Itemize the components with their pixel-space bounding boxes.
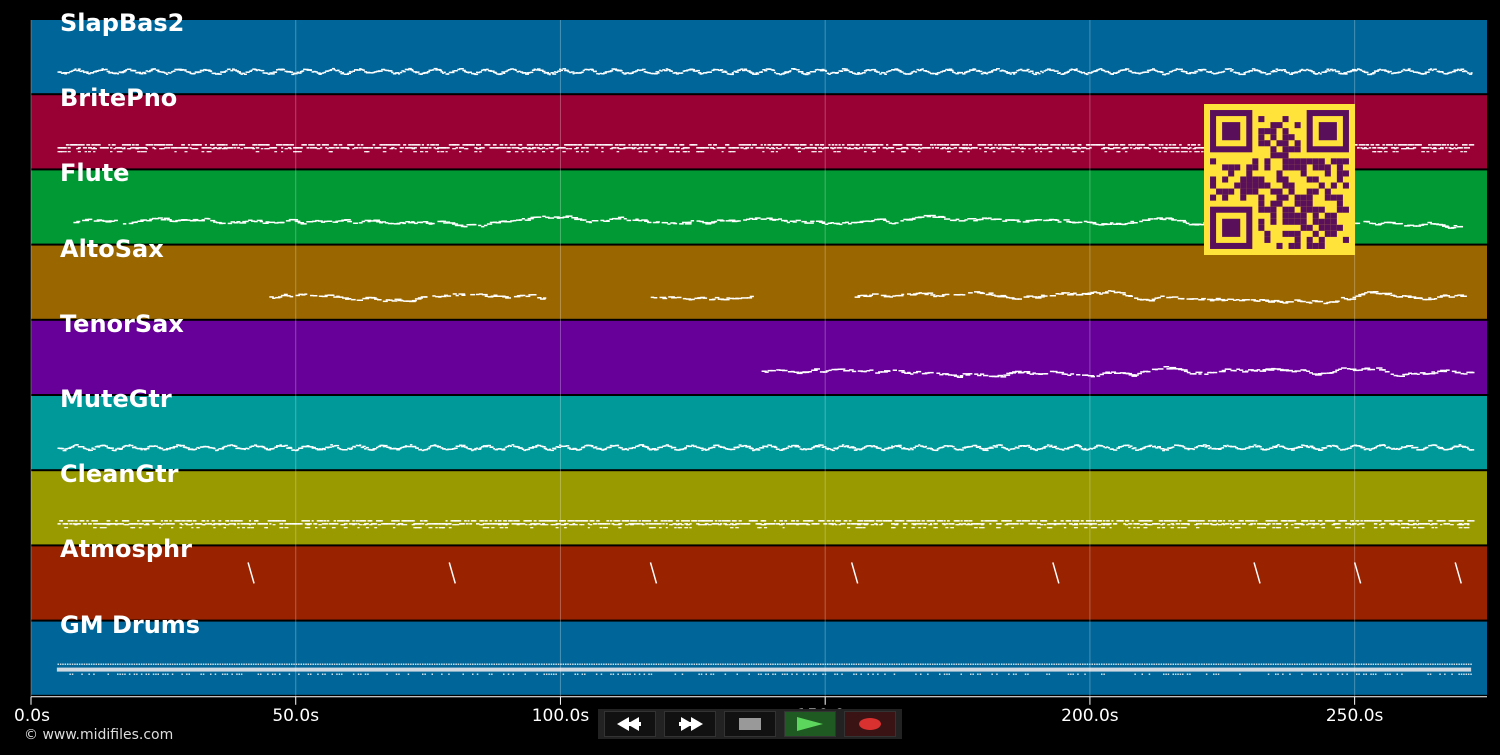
time-tick-label: 50.0s (272, 706, 320, 726)
track-notes (269, 290, 1467, 305)
qr-code (1204, 104, 1355, 255)
track-notes (761, 366, 1475, 378)
play-button[interactable] (784, 711, 836, 737)
track-lane[interactable] (31, 471, 1487, 545)
rewind-button[interactable] (604, 711, 656, 737)
rewind-icon (617, 717, 641, 731)
track-notes (57, 520, 1475, 529)
track-lane[interactable] (31, 621, 1487, 695)
record-icon (859, 718, 881, 730)
time-tick-label: 200.0s (1061, 706, 1119, 726)
track-lane[interactable] (31, 20, 1487, 94)
track-name: AltoSax (60, 234, 164, 263)
track-name: CleanGtr (60, 460, 179, 489)
track-lane[interactable] (31, 245, 1487, 319)
stop-button[interactable] (724, 711, 776, 737)
track-name: BritePno (60, 84, 178, 113)
track-lane[interactable] (31, 320, 1487, 394)
track-name: Flute (60, 159, 130, 188)
play-icon (797, 717, 823, 731)
fast-forward-icon (679, 717, 703, 731)
track-notes (247, 562, 1462, 584)
track-name: GM Drums (60, 610, 201, 639)
transport-bar (598, 709, 902, 739)
track-name: MuteGtr (60, 385, 172, 413)
record-button[interactable] (844, 711, 896, 737)
track-name: Atmosphr (60, 535, 192, 564)
track-name: TenorSax (60, 309, 184, 338)
track-notes (56, 663, 1472, 675)
track-lane[interactable] (31, 546, 1487, 620)
track-lane[interactable] (31, 396, 1487, 470)
copyright-text: © www.midifiles.com (24, 727, 174, 743)
stop-icon (739, 718, 761, 730)
track-notes (73, 214, 1463, 229)
track-name: SlapBas2 (60, 9, 185, 37)
fast-forward-button[interactable] (664, 711, 716, 737)
time-tick-label: 0.0s (14, 706, 50, 726)
time-tick-label: 100.0s (531, 706, 590, 726)
track-notes (57, 67, 1473, 76)
time-tick-label: 250.0s (1325, 706, 1384, 726)
track-notes (57, 444, 1475, 452)
